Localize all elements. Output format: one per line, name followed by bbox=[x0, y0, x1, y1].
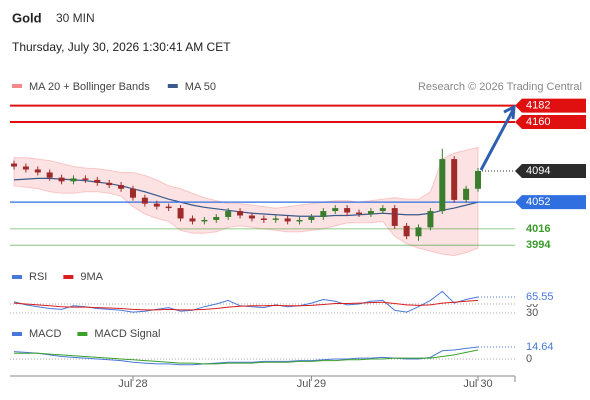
last-value-bg bbox=[520, 339, 556, 354]
legend-swatch bbox=[167, 84, 178, 88]
candle-body bbox=[308, 216, 315, 220]
datetime: Thursday, July 30, 2026 1:30:41 AM CET bbox=[12, 40, 231, 54]
candle-body bbox=[344, 208, 351, 213]
candle-body bbox=[82, 178, 89, 180]
candle-body bbox=[451, 159, 458, 200]
candle-body bbox=[153, 203, 160, 207]
level-tag bbox=[515, 98, 586, 113]
candle-body bbox=[284, 218, 291, 222]
legend-swatch bbox=[63, 275, 74, 279]
candle-body bbox=[213, 216, 220, 220]
candle-body bbox=[356, 212, 363, 215]
candle-body bbox=[22, 166, 29, 170]
candle-body bbox=[439, 159, 446, 212]
candle-body bbox=[58, 177, 65, 182]
candle-body bbox=[272, 218, 279, 220]
x-tick-label: Jul 30 bbox=[463, 378, 492, 390]
candle-body bbox=[403, 225, 410, 237]
last-value-bg bbox=[520, 290, 556, 305]
candle-body bbox=[427, 211, 434, 228]
candle-body bbox=[70, 178, 77, 182]
legend-label: 9MA bbox=[80, 271, 103, 283]
candle-body bbox=[46, 172, 53, 178]
candle-body bbox=[225, 211, 232, 217]
candle-body bbox=[94, 179, 101, 183]
candle-body bbox=[189, 218, 196, 222]
candle-body bbox=[367, 211, 374, 215]
candle-body bbox=[415, 227, 422, 237]
level-label: 4182 bbox=[526, 100, 550, 112]
indicator-line bbox=[13, 299, 479, 311]
level-tag bbox=[515, 195, 586, 210]
level-label: 3994 bbox=[526, 239, 551, 251]
candle-body bbox=[177, 208, 184, 219]
y-tick-label: 30 bbox=[526, 307, 538, 319]
candle-body bbox=[106, 182, 113, 186]
candle-body bbox=[379, 208, 386, 212]
level-label: 4016 bbox=[526, 223, 550, 235]
level-label: 4160 bbox=[526, 116, 550, 128]
legend-swatch bbox=[12, 84, 22, 88]
candle-body bbox=[141, 197, 148, 204]
x-tick-label: Jul 29 bbox=[297, 378, 326, 390]
candle-body bbox=[391, 208, 398, 226]
candle-body bbox=[165, 206, 172, 209]
candle-body bbox=[34, 169, 41, 173]
candle-body bbox=[118, 185, 125, 189]
legend-label: RSI bbox=[29, 271, 47, 283]
legend-swatch bbox=[12, 332, 22, 336]
legend-label: MA 20 + Bollinger Bands bbox=[29, 81, 150, 93]
ma50-line bbox=[13, 177, 479, 217]
legend-label: MA 50 bbox=[185, 81, 216, 93]
legend-label: MACD bbox=[29, 328, 61, 340]
last-value-label: 14.64 bbox=[526, 341, 554, 353]
trend-arrow bbox=[479, 104, 516, 171]
indicator-line bbox=[14, 349, 479, 365]
candle-body bbox=[129, 188, 136, 198]
legend-label: MACD Signal bbox=[94, 328, 160, 340]
bollinger-band bbox=[13, 146, 479, 257]
interval: 30 MIN bbox=[56, 11, 95, 25]
candle-body bbox=[296, 219, 303, 222]
candle-body bbox=[475, 170, 481, 189]
x-tick-label: Jul 28 bbox=[118, 378, 147, 390]
credit: Research © 2026 Trading Central bbox=[418, 81, 582, 93]
candle-body bbox=[260, 218, 267, 220]
instrument-title: Gold bbox=[12, 10, 42, 25]
candle-body bbox=[463, 188, 470, 200]
legend-swatch bbox=[12, 275, 22, 279]
candle-body bbox=[332, 208, 339, 212]
candle-body bbox=[320, 211, 327, 217]
candle-body bbox=[201, 219, 208, 222]
candle-body bbox=[248, 215, 255, 219]
level-tag bbox=[515, 114, 586, 129]
level-label: 4094 bbox=[526, 165, 550, 177]
y-tick-label: 0 bbox=[526, 353, 532, 365]
level-tag bbox=[515, 163, 586, 178]
last-value-label: 65.55 bbox=[526, 291, 554, 303]
level-label: 4052 bbox=[526, 196, 550, 208]
candle-body bbox=[237, 211, 244, 216]
legend-swatch bbox=[77, 332, 88, 336]
candle-body bbox=[11, 163, 17, 167]
